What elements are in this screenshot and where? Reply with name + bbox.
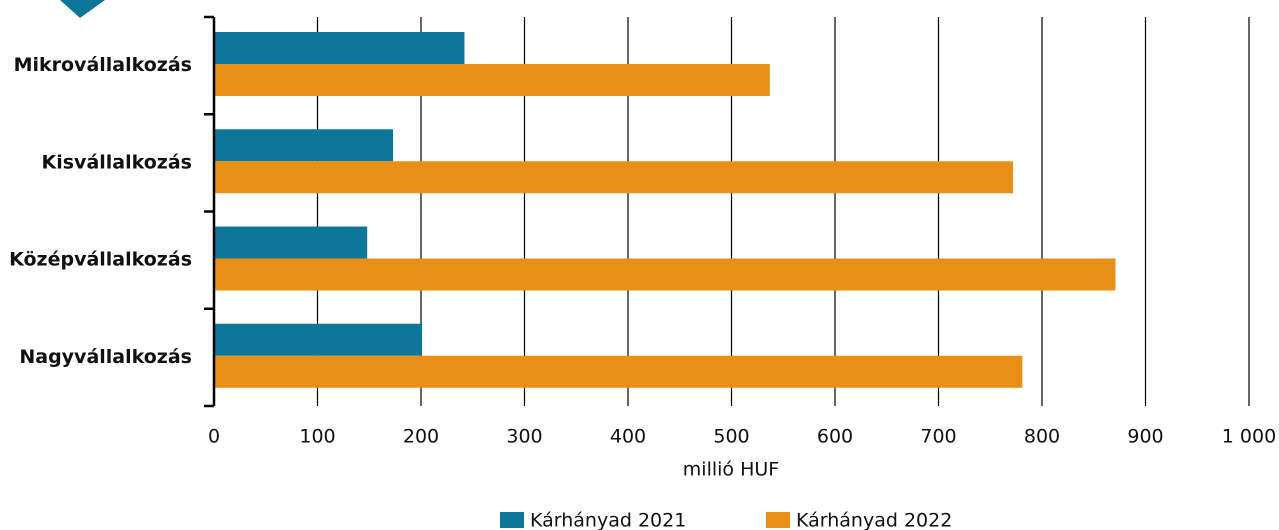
bar	[214, 323, 423, 356]
legend-swatch	[766, 512, 790, 528]
x-tick-label: 100	[299, 426, 335, 448]
legend-label: Kárhányad 2021	[530, 510, 686, 530]
legend-swatch	[500, 512, 524, 528]
bar	[214, 258, 1116, 291]
y-tick-label: Középvállalkozás	[9, 249, 192, 271]
x-tick-label: 800	[1024, 426, 1060, 448]
legend-label: Kárhányad 2022	[796, 510, 952, 530]
y-tick-label: Kisvállalkozás	[42, 151, 192, 173]
bar	[214, 32, 465, 64]
bar	[214, 161, 1014, 194]
x-tick-label: 0	[208, 426, 220, 448]
bar	[214, 355, 1023, 388]
x-axis-label: millió HUF	[683, 459, 779, 481]
x-tick-label: 1 000	[1222, 426, 1276, 448]
decoration	[60, 0, 105, 18]
bar	[214, 64, 770, 96]
x-tick-label: 300	[506, 426, 542, 448]
x-tick-label: 900	[1127, 426, 1163, 448]
x-tick-label: 200	[403, 426, 439, 448]
x-tick-label: 700	[920, 426, 956, 448]
x-tick-label: 400	[610, 426, 646, 448]
bar	[214, 226, 368, 259]
y-tick-label: Nagyvállalkozás	[19, 346, 192, 368]
bar	[214, 129, 394, 162]
x-tick-label: 600	[817, 426, 853, 448]
x-tick-label: 500	[713, 426, 749, 448]
y-tick-label: Mikrovállalkozás	[14, 54, 192, 76]
